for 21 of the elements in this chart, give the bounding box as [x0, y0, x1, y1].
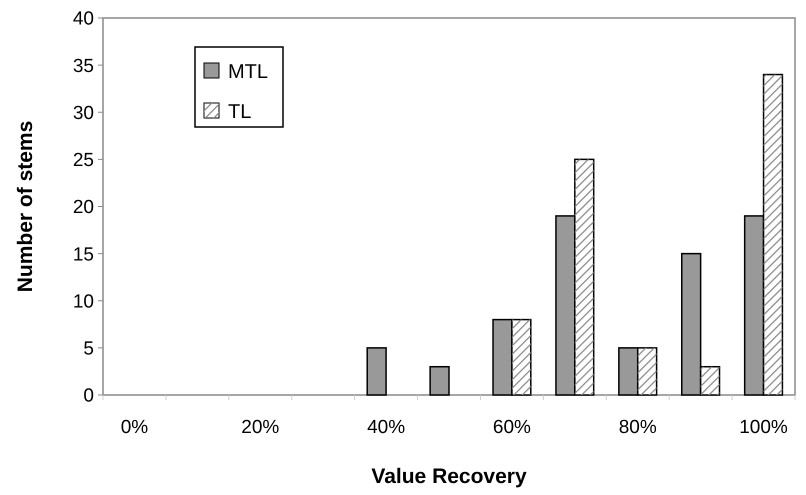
x-tick-label: 60% — [492, 417, 532, 438]
x-tick-label: 40% — [367, 417, 406, 438]
y-tick-label: 20 — [72, 197, 94, 218]
y-tick-label: 30 — [72, 102, 94, 124]
y-axis-title: Number of stems — [14, 120, 37, 292]
legend-label: TL — [228, 101, 252, 123]
bar — [366, 347, 387, 396]
x-tick-label: 20% — [241, 417, 280, 438]
y-tick-label: 25 — [72, 150, 94, 172]
x-tick-label: 80% — [618, 417, 657, 438]
legend-label: MTL — [228, 61, 268, 83]
x-tick-label: 100% — [739, 417, 788, 438]
y-tick-label: 35 — [72, 56, 94, 77]
x-axis-title: Value Recovery — [371, 465, 527, 488]
x-tick-label: 0% — [120, 417, 148, 438]
y-tick-label: 5 — [83, 338, 94, 360]
y-tick-label: 10 — [72, 291, 94, 312]
y-tick-label: 15 — [72, 244, 94, 266]
bar — [429, 366, 450, 396]
y-tick-label: 0 — [83, 386, 94, 407]
y-tick-label: 40 — [72, 8, 94, 30]
